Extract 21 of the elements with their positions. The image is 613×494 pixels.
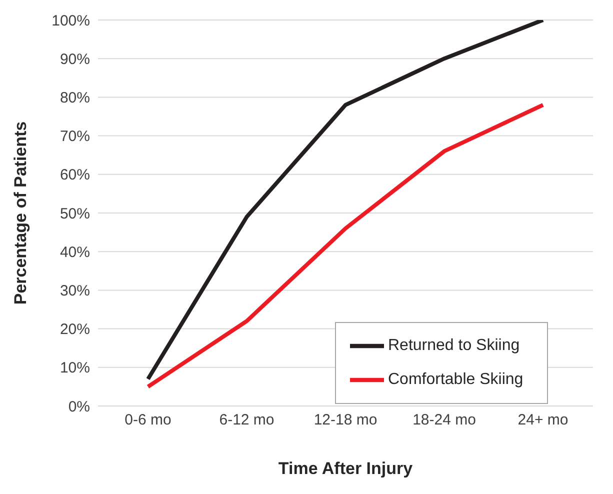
y-tick-label: 80% (60, 90, 90, 107)
x-tick-label: 0-6 mo (124, 412, 172, 429)
y-tick-label: 40% (60, 244, 90, 261)
x-tick-label: 12-18 mo (314, 412, 378, 429)
x-tick-label: 6-12 mo (219, 412, 274, 429)
y-tick-label: 20% (60, 321, 90, 338)
x-tick-label: 24+ mo (518, 412, 568, 429)
y-tick-label: 10% (60, 360, 90, 377)
y-tick-label: 90% (60, 50, 90, 68)
legend-label: Returned to Skiing (388, 337, 520, 354)
y-tick-label: 50% (60, 205, 90, 222)
y-tick-label: 70% (60, 128, 90, 146)
y-tick-label: 60% (60, 166, 90, 184)
x-axis-title: Time After Injury (278, 459, 414, 478)
legend-label: Comfortable Skiing (388, 371, 524, 388)
y-tick-label: 100% (52, 12, 90, 30)
y-tick-label: 0% (68, 398, 90, 416)
y-tick-label: 30% (60, 282, 90, 300)
y-axis-title: Percentage of Patients (11, 121, 30, 305)
line-series (146, 102, 545, 389)
x-tick-label: 18-24 mo (412, 412, 476, 429)
